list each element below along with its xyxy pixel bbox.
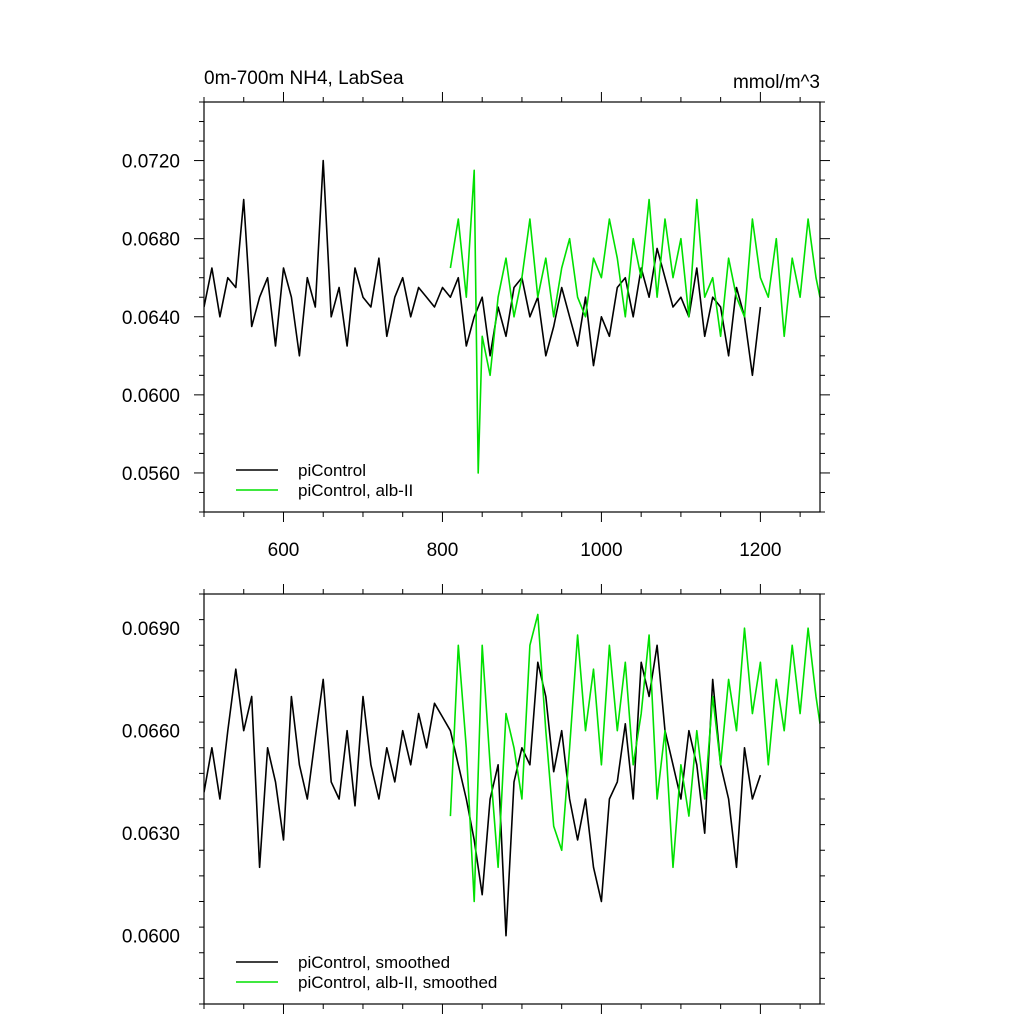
bottom-panel-ticks: 0.0600 0.0630 0.0660 0.0690 [122, 584, 825, 1014]
bottom-panel-series-layer [204, 613, 820, 937]
top-panel-legend: piControl piControl, alb-II [236, 461, 413, 500]
x-tick-label: 600 [268, 540, 300, 561]
bottom-panel-legend: piControl, smoothed piControl, alb-II, s… [236, 953, 497, 992]
top-panel-series-layer [204, 159, 820, 474]
top-panel-ticks: 600 800 1000 1200 0.0560 0.0600 0.0640 0.0680 0.… [122, 92, 830, 561]
y-tick-label: 0.0630 [122, 824, 180, 845]
series-line-picontrol-smoothed [204, 644, 762, 937]
y-tick-label: 0.0720 [122, 152, 180, 173]
series-line-picontrol-alb-ii-smoothed [449, 613, 820, 903]
legend-label-picontrol-smoothed: piControl, smoothed [298, 953, 450, 972]
series-line-picontrol-alb-ii [449, 169, 820, 474]
y-tick-label: 0.0690 [122, 619, 180, 640]
y-tick-label: 0.0640 [122, 308, 180, 329]
series-line-picontrol [204, 159, 762, 377]
top-panel-frame [203, 101, 821, 513]
top-panel-units: mmol/m^3 [733, 72, 820, 93]
x-tick-label: 800 [427, 540, 459, 561]
legend-label-picontrol: piControl [298, 461, 366, 480]
y-tick-label: 0.0660 [122, 722, 180, 743]
legend-label-picontrol-alb-ii: piControl, alb-II [298, 481, 413, 500]
y-tick-label: 0.0600 [122, 386, 180, 407]
y-tick-label: 0.0600 [122, 927, 180, 948]
top-panel-title: 0m-700m NH4, LabSea [204, 68, 404, 89]
top-panel: 0m-700m NH4, LabSea mmol/m^3 600 800 1000 1… [122, 68, 830, 561]
legend-label-picontrol-alb-ii-smoothed: piControl, alb-II, smoothed [298, 973, 497, 992]
bottom-panel: 0.0600 0.0630 0.0660 0.0690 piControl, smoo… [122, 584, 825, 1014]
x-tick-label: 1000 [580, 540, 622, 561]
bottom-panel-frame [203, 593, 821, 1005]
x-tick-label: 1200 [739, 540, 781, 561]
y-tick-label: 0.0680 [122, 230, 180, 251]
y-tick-label: 0.0560 [122, 464, 180, 485]
